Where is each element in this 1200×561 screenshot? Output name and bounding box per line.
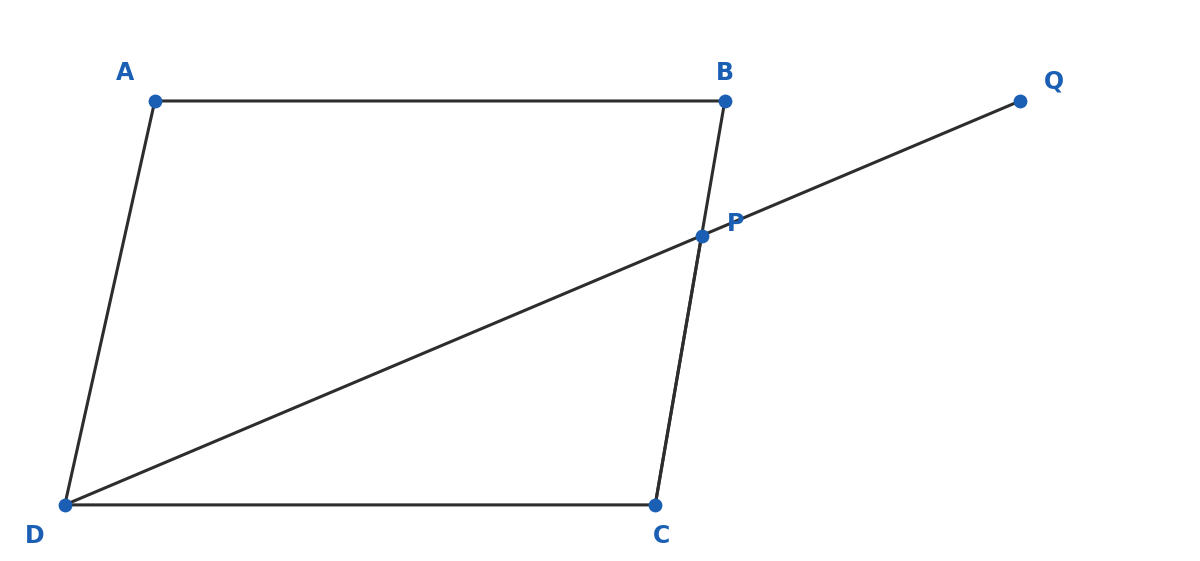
Text: C: C bbox=[653, 524, 670, 548]
Point bbox=[1010, 96, 1030, 105]
Text: B: B bbox=[715, 61, 734, 85]
Point bbox=[692, 231, 712, 240]
Text: A: A bbox=[115, 61, 134, 85]
Text: D: D bbox=[25, 524, 44, 548]
Point bbox=[715, 96, 734, 105]
Point bbox=[55, 500, 74, 509]
Text: P: P bbox=[726, 213, 744, 236]
Point bbox=[145, 96, 164, 105]
Point bbox=[646, 500, 665, 509]
Text: Q: Q bbox=[1044, 70, 1063, 93]
